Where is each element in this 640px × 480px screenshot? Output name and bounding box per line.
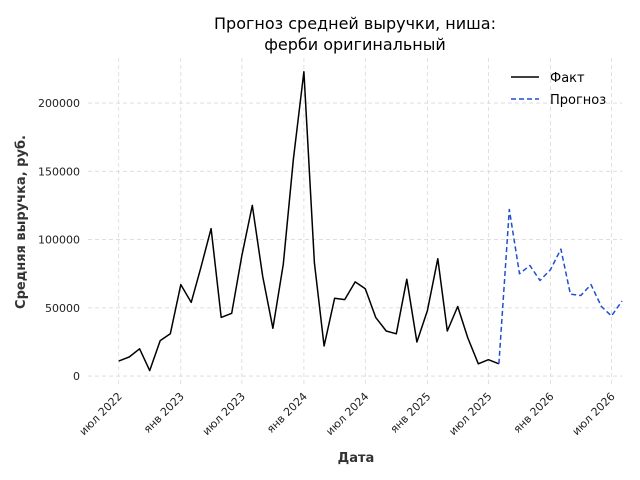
y-axis-ticks: 0 50000 100000 150000 200000 xyxy=(38,97,80,383)
legend: Факт Прогноз xyxy=(511,71,606,108)
legend-label: Факт xyxy=(550,71,585,86)
x-axis-ticks: июл 2022 янв 2023 июл 2023 янв 2024 июл 2024… xyxy=(77,390,618,438)
x-tick-label: июл 2025 xyxy=(446,390,494,438)
chart-title-line-2: ферби оригинальный xyxy=(264,35,446,54)
grid xyxy=(88,58,622,387)
y-tick-label: 150000 xyxy=(38,165,80,178)
x-tick-label: янв 2025 xyxy=(388,390,434,436)
x-tick-label: июл 2022 xyxy=(77,390,125,438)
series-line-fact xyxy=(118,70,500,372)
chart-title-line-1: Прогноз средней выручки, ниша: xyxy=(214,14,496,33)
y-tick-label: 100000 xyxy=(38,234,80,247)
x-tick-label: янв 2023 xyxy=(141,390,187,436)
y-tick-label: 0 xyxy=(73,370,80,383)
x-tick-label: июл 2024 xyxy=(323,390,371,438)
legend-label: Прогноз xyxy=(550,93,606,108)
series-lines xyxy=(118,70,623,372)
x-tick-label: июл 2023 xyxy=(200,390,248,438)
series-line-forecast xyxy=(498,208,623,364)
y-tick-label: 200000 xyxy=(38,97,80,110)
x-tick-label: янв 2026 xyxy=(511,390,557,436)
chart-title: Прогноз средней выручки, ниша: ферби ори… xyxy=(214,14,496,54)
y-axis-label: Средняя выручка, руб. xyxy=(14,135,29,309)
x-tick-label: янв 2024 xyxy=(264,390,310,436)
x-axis-label: Дата xyxy=(338,451,375,466)
y-tick-label: 50000 xyxy=(45,302,80,315)
x-tick-label: июл 2026 xyxy=(570,390,618,438)
